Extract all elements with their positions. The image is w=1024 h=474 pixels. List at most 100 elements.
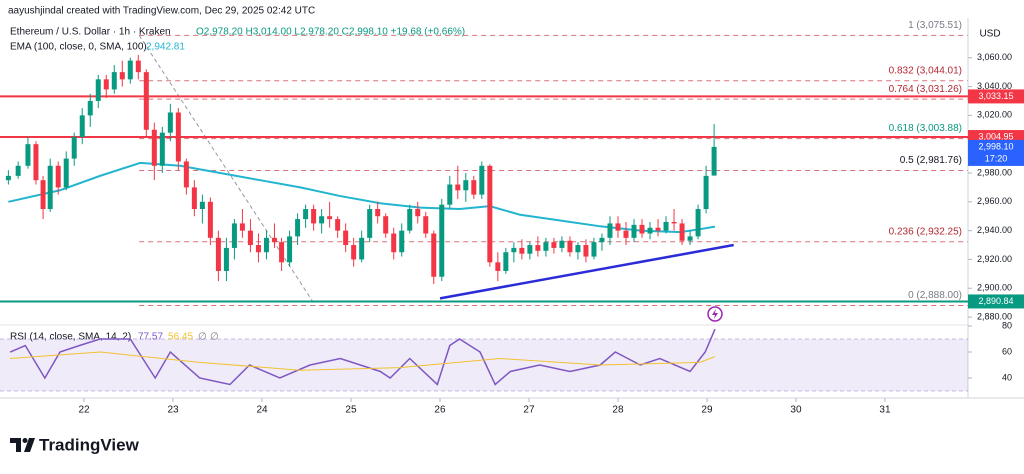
candle-body (463, 180, 469, 191)
y-tick-label: 3,020.00 (977, 110, 1012, 120)
x-tick-label: 25 (345, 405, 357, 416)
candle-body (103, 79, 109, 90)
fib-label: 0 (2,888.00) (908, 290, 962, 301)
countdown: 17:20 (985, 153, 1008, 163)
y-tick-label: 2,940.00 (977, 225, 1012, 235)
candle-body (655, 227, 661, 231)
candle-body (375, 209, 381, 217)
y-tick-label: 2,960.00 (977, 196, 1012, 206)
candle-body (383, 216, 389, 234)
candle-body (255, 245, 261, 253)
candle-body (711, 146, 717, 176)
price-label-box (968, 89, 1024, 104)
candle-body (471, 180, 477, 195)
candle-body (111, 72, 117, 90)
candle-body (551, 242, 557, 248)
candle-body (423, 216, 429, 234)
candle-body (567, 240, 573, 253)
y-tick-label: 2,980.00 (977, 167, 1012, 177)
candle-body (319, 216, 325, 224)
candle-body (599, 237, 605, 243)
candle-body (535, 245, 541, 251)
rsi-line (10, 351, 716, 371)
ema-value: 2,942.81 (146, 42, 185, 53)
candle-body (135, 60, 141, 73)
logo-mark (24, 438, 35, 452)
candle-body (647, 227, 653, 234)
x-tick-label: 22 (78, 405, 90, 416)
candle-body (543, 242, 549, 251)
candle-body (663, 221, 669, 231)
price-label-box (968, 294, 1024, 309)
candle-body (455, 184, 461, 191)
price-label: 3,033.15 (978, 91, 1013, 101)
x-tick-label: 29 (701, 405, 713, 416)
y-tick-label: 40 (1002, 372, 1012, 382)
candle-body (415, 209, 421, 217)
candle-body (519, 247, 525, 254)
x-tick-label: 28 (612, 405, 624, 416)
candle-body (359, 237, 365, 260)
candle-body (5, 175, 11, 181)
candle-body (199, 201, 205, 210)
price-label: 2,890.84 (978, 296, 1013, 306)
y-tick-label: 2,900.00 (977, 283, 1012, 293)
last-price-label: 2,998.10 (978, 141, 1013, 151)
rsi-flag: ∅ (210, 332, 219, 343)
candle-body (407, 209, 413, 231)
y-tick-label: 80 (1002, 320, 1012, 330)
trendline (439, 243, 734, 300)
alert-icon[interactable] (707, 306, 723, 322)
candle-body (495, 262, 501, 271)
alert-bolt (712, 309, 718, 319)
candle-body (431, 233, 437, 277)
rsi-band (0, 339, 968, 391)
candle-body (679, 223, 685, 241)
candle-body (311, 209, 317, 224)
candle-body (287, 236, 293, 263)
candle-body (279, 242, 285, 263)
x-tick-label: 26 (434, 405, 446, 416)
candle-body (615, 223, 621, 231)
y-tick-label: 2,880.00 (977, 311, 1012, 321)
candle-body (143, 72, 149, 130)
candle-body (15, 165, 21, 176)
candle-body (607, 223, 613, 238)
candle-body (559, 240, 565, 248)
x-tick-label: 27 (523, 405, 535, 416)
candle-body (335, 219, 341, 231)
candle-body (151, 129, 157, 166)
candle-body (63, 158, 69, 188)
candle-body (583, 245, 589, 257)
candle-body (479, 165, 485, 195)
candle-body (191, 187, 197, 210)
y-tick-label: 3,060.00 (977, 52, 1012, 62)
brand: TradingView (39, 435, 140, 454)
candle-body (40, 180, 46, 210)
candle-body (71, 136, 77, 159)
x-tick-label: 23 (167, 405, 179, 416)
candle-body (367, 209, 373, 238)
last-price-box (968, 139, 1024, 166)
candle-body (87, 100, 93, 116)
candle-body (447, 184, 453, 205)
candle-body (623, 230, 629, 238)
rsi-flag: ∅ (198, 332, 207, 343)
candle-body (223, 247, 229, 271)
candle-body (703, 175, 709, 210)
candle-body (119, 72, 125, 80)
author-line: aayushjindal created with TradingView.co… (8, 6, 315, 17)
candle-body (671, 221, 677, 224)
rsi-line (9, 328, 716, 386)
x-tick-label: 30 (790, 405, 802, 416)
x-tick-label: 31 (879, 405, 891, 416)
candle-body (687, 236, 693, 241)
candle-body (639, 224, 645, 234)
y-tick-label: 2,920.00 (977, 254, 1012, 264)
candle-body (303, 209, 309, 220)
candle-body (343, 230, 349, 246)
fib-label: 0.618 (3,003.88) (889, 123, 962, 134)
